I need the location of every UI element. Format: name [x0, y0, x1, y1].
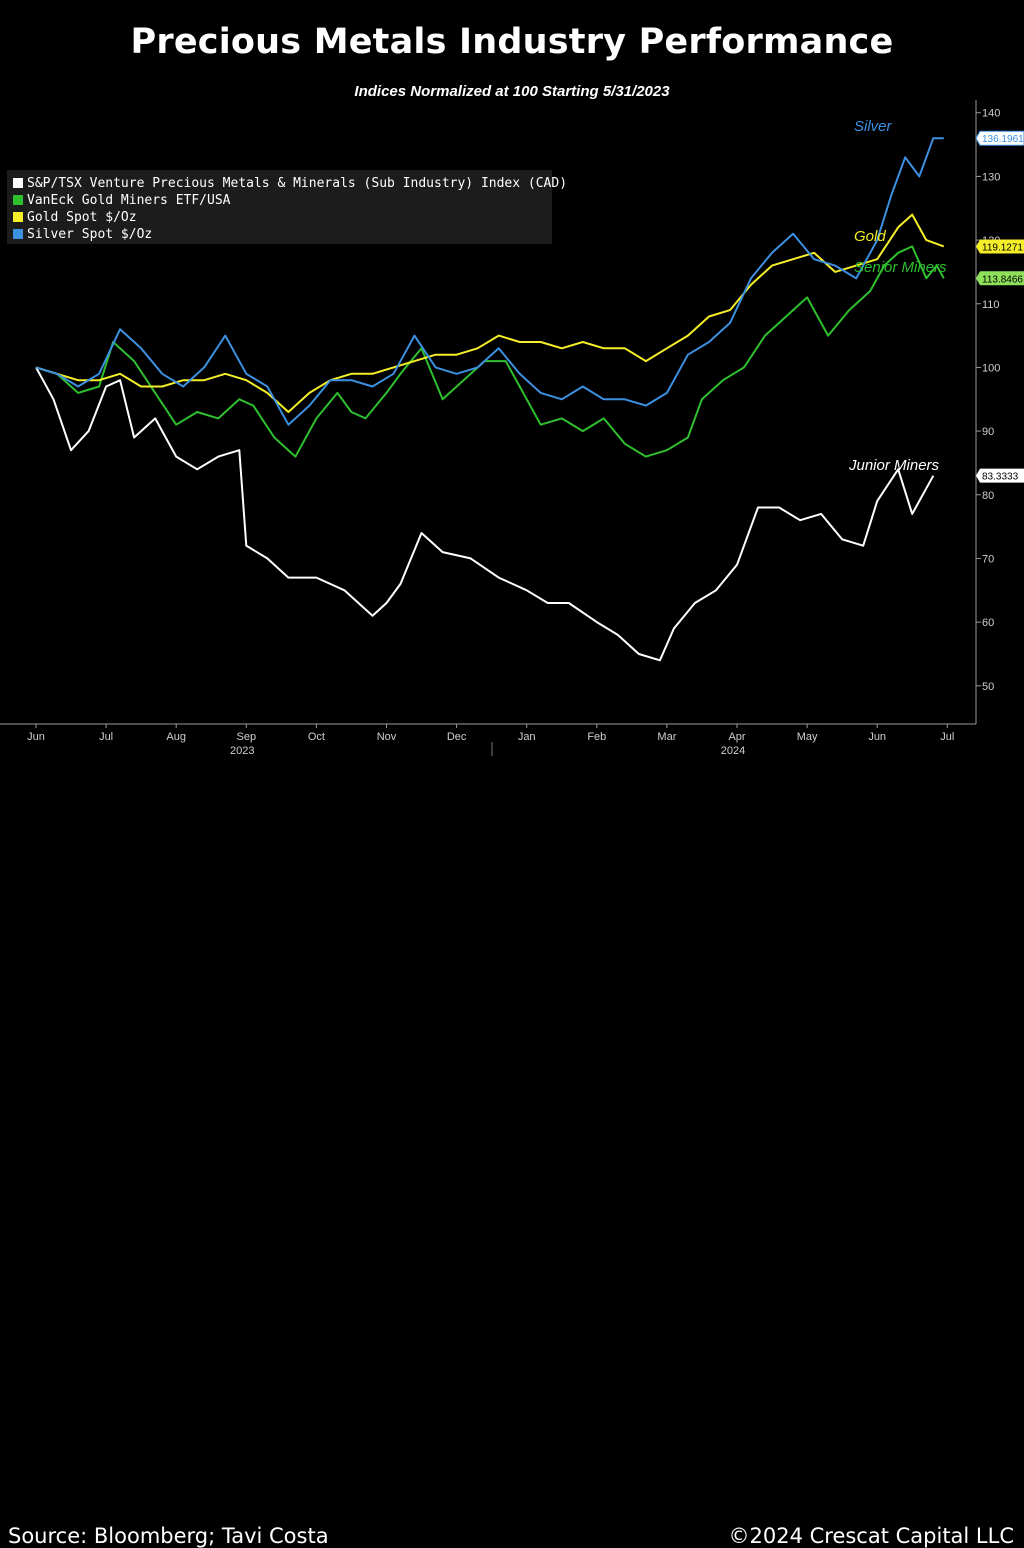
last-value-label: 136.1961 [982, 134, 1024, 145]
x-tick-label: Sep [237, 731, 257, 743]
legend-item-gold: Gold Spot $/Oz [13, 210, 137, 226]
last-value-tag [976, 271, 1024, 286]
y-tick-label: 90 [982, 426, 994, 438]
legend-item-silver: Silver Spot $/Oz [13, 227, 152, 243]
last-value-tag [976, 468, 1024, 483]
last-value-tag [976, 239, 1024, 254]
y-tick-label: 50 [982, 681, 994, 693]
y-tick-label: 110 [982, 299, 1000, 311]
x-tick-label: Jul [940, 731, 954, 743]
series-label-junior-miners: Junior Miners [848, 457, 940, 474]
series-line-senior-miners [35, 245, 945, 458]
chart-title: Precious Metals Industry Performance [130, 22, 894, 62]
x-tick-label: Jun [27, 731, 45, 743]
legend-label: VanEck Gold Miners ETF/USA [27, 193, 231, 208]
last-value-label: 83.3333 [982, 472, 1019, 483]
x-tick-label: Dec [447, 731, 467, 743]
y-tick-label: 130 [982, 171, 1000, 183]
x-tick-label: Aug [166, 731, 186, 743]
footer: Source: Bloomberg; Tavi Costa ©2024 Cres… [0, 760, 1024, 1548]
series-line-silver [35, 137, 944, 426]
y-tick-label: 70 [982, 553, 994, 565]
series-label-silver: Silver [854, 118, 893, 135]
series-label-gold: Gold [854, 228, 886, 245]
copyright-note: ©2024 Crescat Capital LLC [728, 1524, 1014, 1548]
x-tick-label: May [797, 731, 818, 743]
chart-canvas: 5060708090100110120130140JunJulAugSepOct… [0, 100, 1024, 757]
series-line-junior-miners [35, 366, 935, 662]
y-tick-label: 140 [982, 108, 1000, 120]
legend-swatch [13, 212, 23, 222]
last-value-tag [975, 130, 1024, 146]
x-tick-label: Feb [587, 731, 606, 743]
x-tick-label: Jul [99, 731, 113, 743]
x-tick-label: Mar [657, 731, 676, 743]
y-tick-label: 80 [982, 490, 994, 502]
series-line-gold [35, 213, 945, 413]
y-tick-label: 60 [982, 617, 994, 629]
legend-label: S&P/TSX Venture Precious Metals & Minera… [27, 176, 568, 191]
legend-label: Gold Spot $/Oz [27, 210, 137, 225]
y-tick-label: 100 [982, 362, 1000, 374]
last-value-label: 113.8466 [982, 274, 1023, 285]
legend-item-junior: S&P/TSX Venture Precious Metals & Minera… [13, 176, 567, 192]
x-tick-label: Oct [308, 731, 325, 743]
legend-item-miners: VanEck Gold Miners ETF/USA [13, 193, 231, 209]
source-note: Source: Bloomberg; Tavi Costa [8, 1524, 329, 1548]
legend: S&P/TSX Venture Precious Metals & Minera… [7, 170, 567, 244]
x-year-label: 2024 [721, 745, 745, 757]
legend-swatch [13, 229, 23, 239]
x-tick-label: Apr [728, 731, 745, 743]
last-value-label: 119.1271 [982, 242, 1023, 253]
x-tick-label: Jun [868, 731, 886, 743]
x-tick-label: Nov [377, 731, 397, 743]
legend-swatch [13, 195, 23, 205]
x-tick-label: Jan [518, 731, 536, 743]
legend-label: Silver Spot $/Oz [27, 227, 153, 242]
x-year-label: 2023 [230, 745, 254, 757]
chart-subtitle: Indices Normalized at 100 Starting 5/31/… [354, 83, 670, 100]
legend-swatch [13, 178, 23, 188]
series-label-senior-miners: Senior Miners [854, 259, 947, 276]
